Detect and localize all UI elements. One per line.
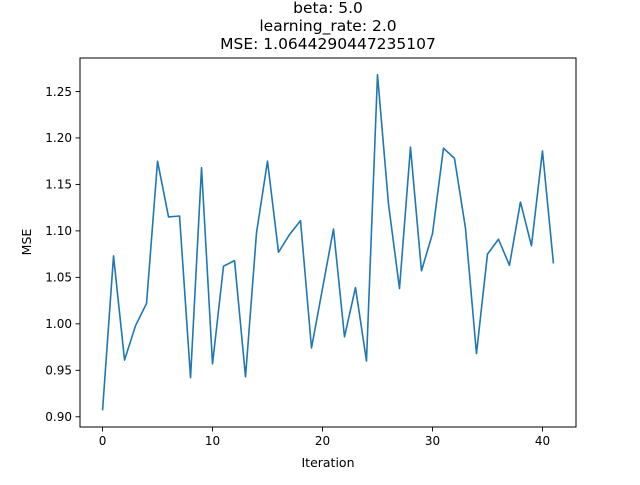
- title-line-1: beta: 5.0: [293, 0, 363, 17]
- x-tick-label: 10: [205, 434, 220, 448]
- axes-frame: [79, 57, 577, 428]
- x-tick-label: 0: [99, 434, 107, 448]
- x-tick-label: 20: [315, 434, 330, 448]
- y-tick-label: 1.10: [45, 224, 72, 238]
- chart-title: beta: 5.0 learning_rate: 2.0 MSE: 1.0644…: [220, 0, 436, 53]
- x-tick-label: 40: [535, 434, 550, 448]
- series-line: [101, 73, 555, 411]
- x-axis-label: Iteration: [301, 455, 354, 470]
- y-axis: 0.90 0.95 1.00 1.05 1.10 1.15 1.20 1.25: [45, 85, 80, 424]
- y-tick-label: 1.00: [45, 317, 72, 331]
- y-tick-label: 1.05: [45, 271, 72, 285]
- y-tick-label: 0.90: [45, 410, 72, 424]
- y-axis-label: MSE: [19, 229, 34, 256]
- series-group: [101, 73, 555, 411]
- x-tick-label: 30: [425, 434, 440, 448]
- title-line-3: MSE: 1.0644290447235107: [220, 35, 436, 53]
- y-tick-label: 0.95: [45, 364, 72, 378]
- y-tick-label: 1.15: [45, 178, 72, 192]
- x-axis: 0 10 20 30 40: [99, 427, 550, 448]
- y-tick-label: 1.20: [45, 131, 72, 145]
- y-tick-label: 1.25: [45, 85, 72, 99]
- title-line-2: learning_rate: 2.0: [259, 17, 396, 36]
